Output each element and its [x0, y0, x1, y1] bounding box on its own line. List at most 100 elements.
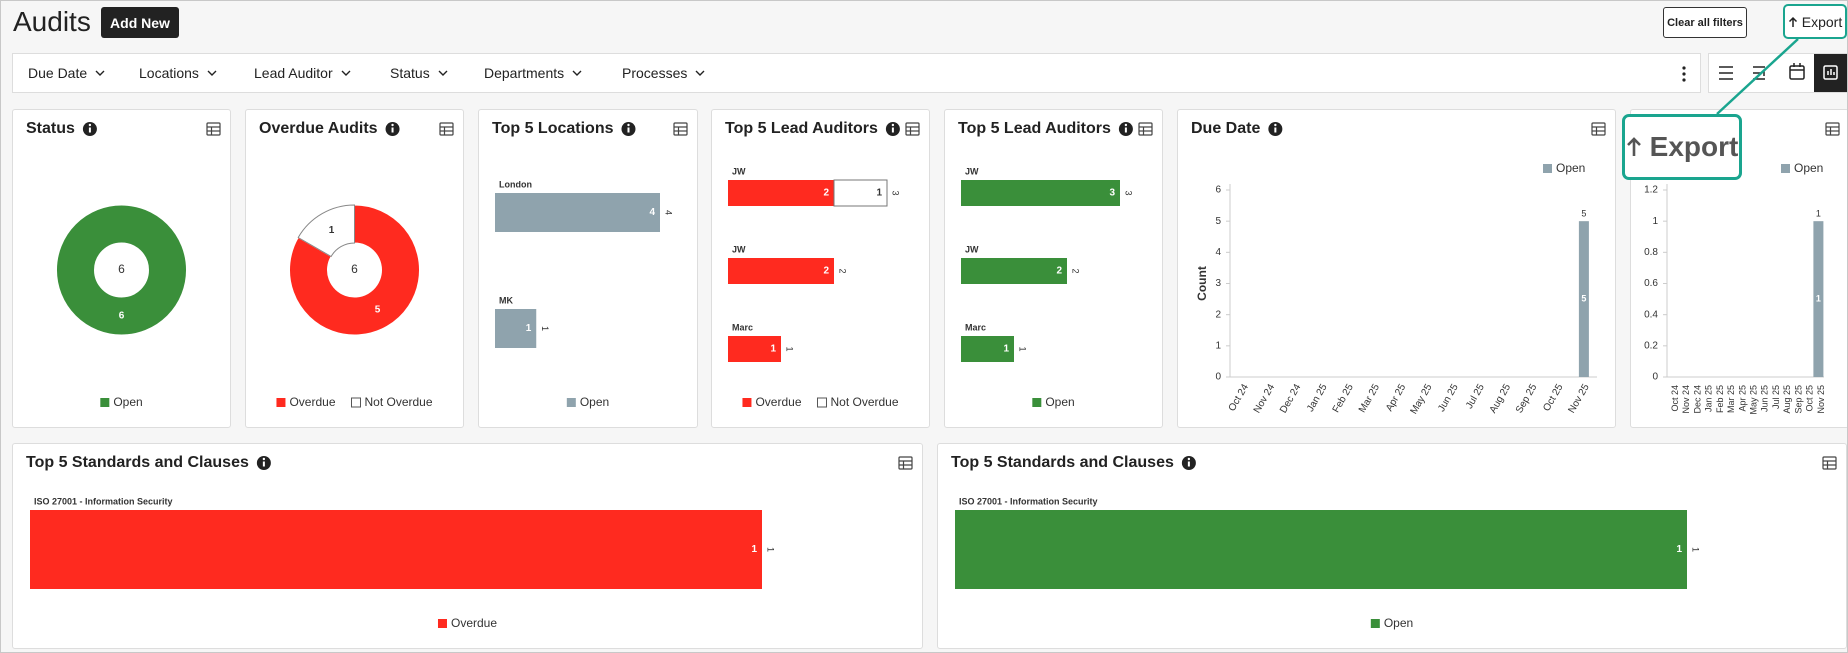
chart-view-icon: [1823, 65, 1838, 80]
info-icon[interactable]: [385, 122, 400, 136]
info-icon[interactable]: [82, 122, 97, 136]
legend: Overdue: [437, 616, 497, 630]
info-stem: [627, 127, 630, 133]
export-label: Export: [1801, 13, 1843, 30]
x-tick-label: Jan 25: [1305, 382, 1330, 414]
legend-swatch: [742, 398, 752, 407]
export-button[interactable]: Export: [1783, 4, 1847, 39]
filter-label: Locations: [139, 65, 199, 81]
y-tick-label: 6: [1215, 185, 1221, 196]
donut-total: 6: [118, 262, 125, 276]
legend-label: Open: [113, 395, 142, 409]
category-label: JW: [965, 244, 979, 254]
filter-dropdown[interactable]: Locations: [139, 53, 217, 93]
info-icon[interactable]: [1181, 456, 1196, 470]
add-new-button[interactable]: Add New: [101, 7, 179, 38]
filter-label: Departments: [484, 65, 565, 81]
chart-panel: Top 5 Locations London 4 4 MK 1 1 Open: [478, 109, 698, 428]
filter-dropdown[interactable]: Due Date: [28, 53, 105, 93]
chevron: [572, 70, 582, 76]
table-icon[interactable]: [1822, 456, 1837, 470]
bar-value-label: 2: [823, 266, 829, 277]
legend-label: Not Overdue: [364, 395, 432, 409]
table-icon[interactable]: [673, 122, 688, 136]
table-icon[interactable]: [1591, 122, 1606, 136]
category-label: ISO 27001 - Information Security: [34, 496, 173, 506]
segment-label: 1: [329, 225, 335, 236]
chart-title: Overdue Audits: [259, 120, 378, 137]
y-tick-label: 0: [1652, 372, 1658, 383]
calendar-view[interactable]: [1789, 63, 1805, 80]
category-label: Marc: [732, 322, 753, 332]
segment-label: 5: [375, 304, 381, 315]
filter-dropdown[interactable]: Departments: [484, 53, 582, 93]
bar-total-label: 4: [664, 210, 674, 215]
chart-title: Top 5 Standards and Clauses: [26, 454, 249, 471]
info-dot: [627, 123, 630, 127]
table-frame: [898, 456, 913, 470]
bar: [1578, 221, 1589, 377]
legend-label: Open: [580, 395, 609, 409]
filter-label: Processes: [622, 65, 688, 81]
table-icon[interactable]: [206, 122, 221, 136]
x-tick-label: Oct 25: [1805, 385, 1815, 412]
bar-value-label: 5: [1581, 293, 1586, 303]
legend: Overdue Not Overdue: [742, 395, 899, 409]
bar: [30, 510, 762, 589]
bar-total-label: 5: [1581, 209, 1586, 219]
info-icon[interactable]: [1118, 122, 1133, 136]
bar-total-label: 1: [1691, 547, 1701, 552]
legend-label: Not Overdue: [830, 395, 898, 409]
info-icon[interactable]: [256, 456, 271, 470]
table-frame: [206, 122, 221, 136]
view-icons: [1719, 54, 1847, 92]
bar-value-label: 4: [649, 207, 655, 218]
bar-value-label: 1: [751, 544, 757, 555]
filter-dropdown[interactable]: Status: [390, 53, 448, 93]
filter-dropdown[interactable]: Lead Auditor: [254, 53, 351, 93]
legend-label: Overdue: [289, 395, 335, 409]
legend-swatch: [437, 619, 447, 628]
table-icon[interactable]: [439, 122, 454, 136]
info-icon[interactable]: [621, 122, 636, 136]
legend: Open: [1781, 161, 1823, 175]
chevron: [438, 70, 448, 76]
table-icon[interactable]: [1138, 122, 1153, 136]
list-view[interactable]: [1719, 66, 1733, 80]
chart: Top 5 Standards and Clauses ISO 27001 - I…: [951, 454, 1837, 630]
category-label: MK: [499, 295, 513, 305]
grouped-view[interactable]: [1753, 66, 1765, 80]
filter-dropdown[interactable]: Processes: [622, 53, 705, 93]
bar-total-label: 1: [1816, 209, 1821, 219]
info-dot: [262, 457, 266, 461]
x-tick-label: Oct 24: [1227, 382, 1251, 413]
chevron-path: [695, 70, 705, 76]
chart-panel: Overdue Audits 5 1 6 Overdue Not Overdue: [245, 109, 464, 428]
legend-swatch: [276, 398, 286, 407]
legend-label: Open: [1556, 161, 1585, 175]
x-tick-label: Jan 25: [1704, 385, 1714, 412]
bar: [728, 258, 834, 284]
chart: Top 5 Standards and Clauses ISO 27001 - I…: [26, 454, 913, 630]
x-tick-label: May 25: [1748, 385, 1758, 415]
table-icon[interactable]: [898, 456, 913, 470]
legend: Open: [100, 395, 143, 409]
clear-filters-button[interactable]: Clear all filters: [1663, 7, 1747, 38]
bar-total-label: 1: [766, 547, 776, 552]
chevron: [695, 70, 705, 76]
bar-value-label: 1: [876, 188, 882, 199]
x-tick-label: Jul 25: [1771, 385, 1781, 409]
table-icon[interactable]: [905, 122, 920, 136]
legend-label: Overdue: [755, 395, 801, 409]
chart-title: Top 5 Standards and Clauses: [951, 454, 1174, 471]
legend: Overdue Not Overdue: [276, 395, 433, 409]
legend-label: Open: [1384, 616, 1413, 630]
info-icon[interactable]: [1268, 122, 1283, 136]
chart: Overdue Audits 5 1 6 Overdue Not Overdue: [259, 120, 454, 409]
bar-value-label: 1: [1816, 293, 1821, 303]
table-frame: [1138, 122, 1153, 136]
info-icon[interactable]: [885, 122, 900, 136]
more-menu[interactable]: [1679, 64, 1689, 84]
chevron: [95, 70, 105, 76]
table-icon[interactable]: [1825, 122, 1840, 136]
